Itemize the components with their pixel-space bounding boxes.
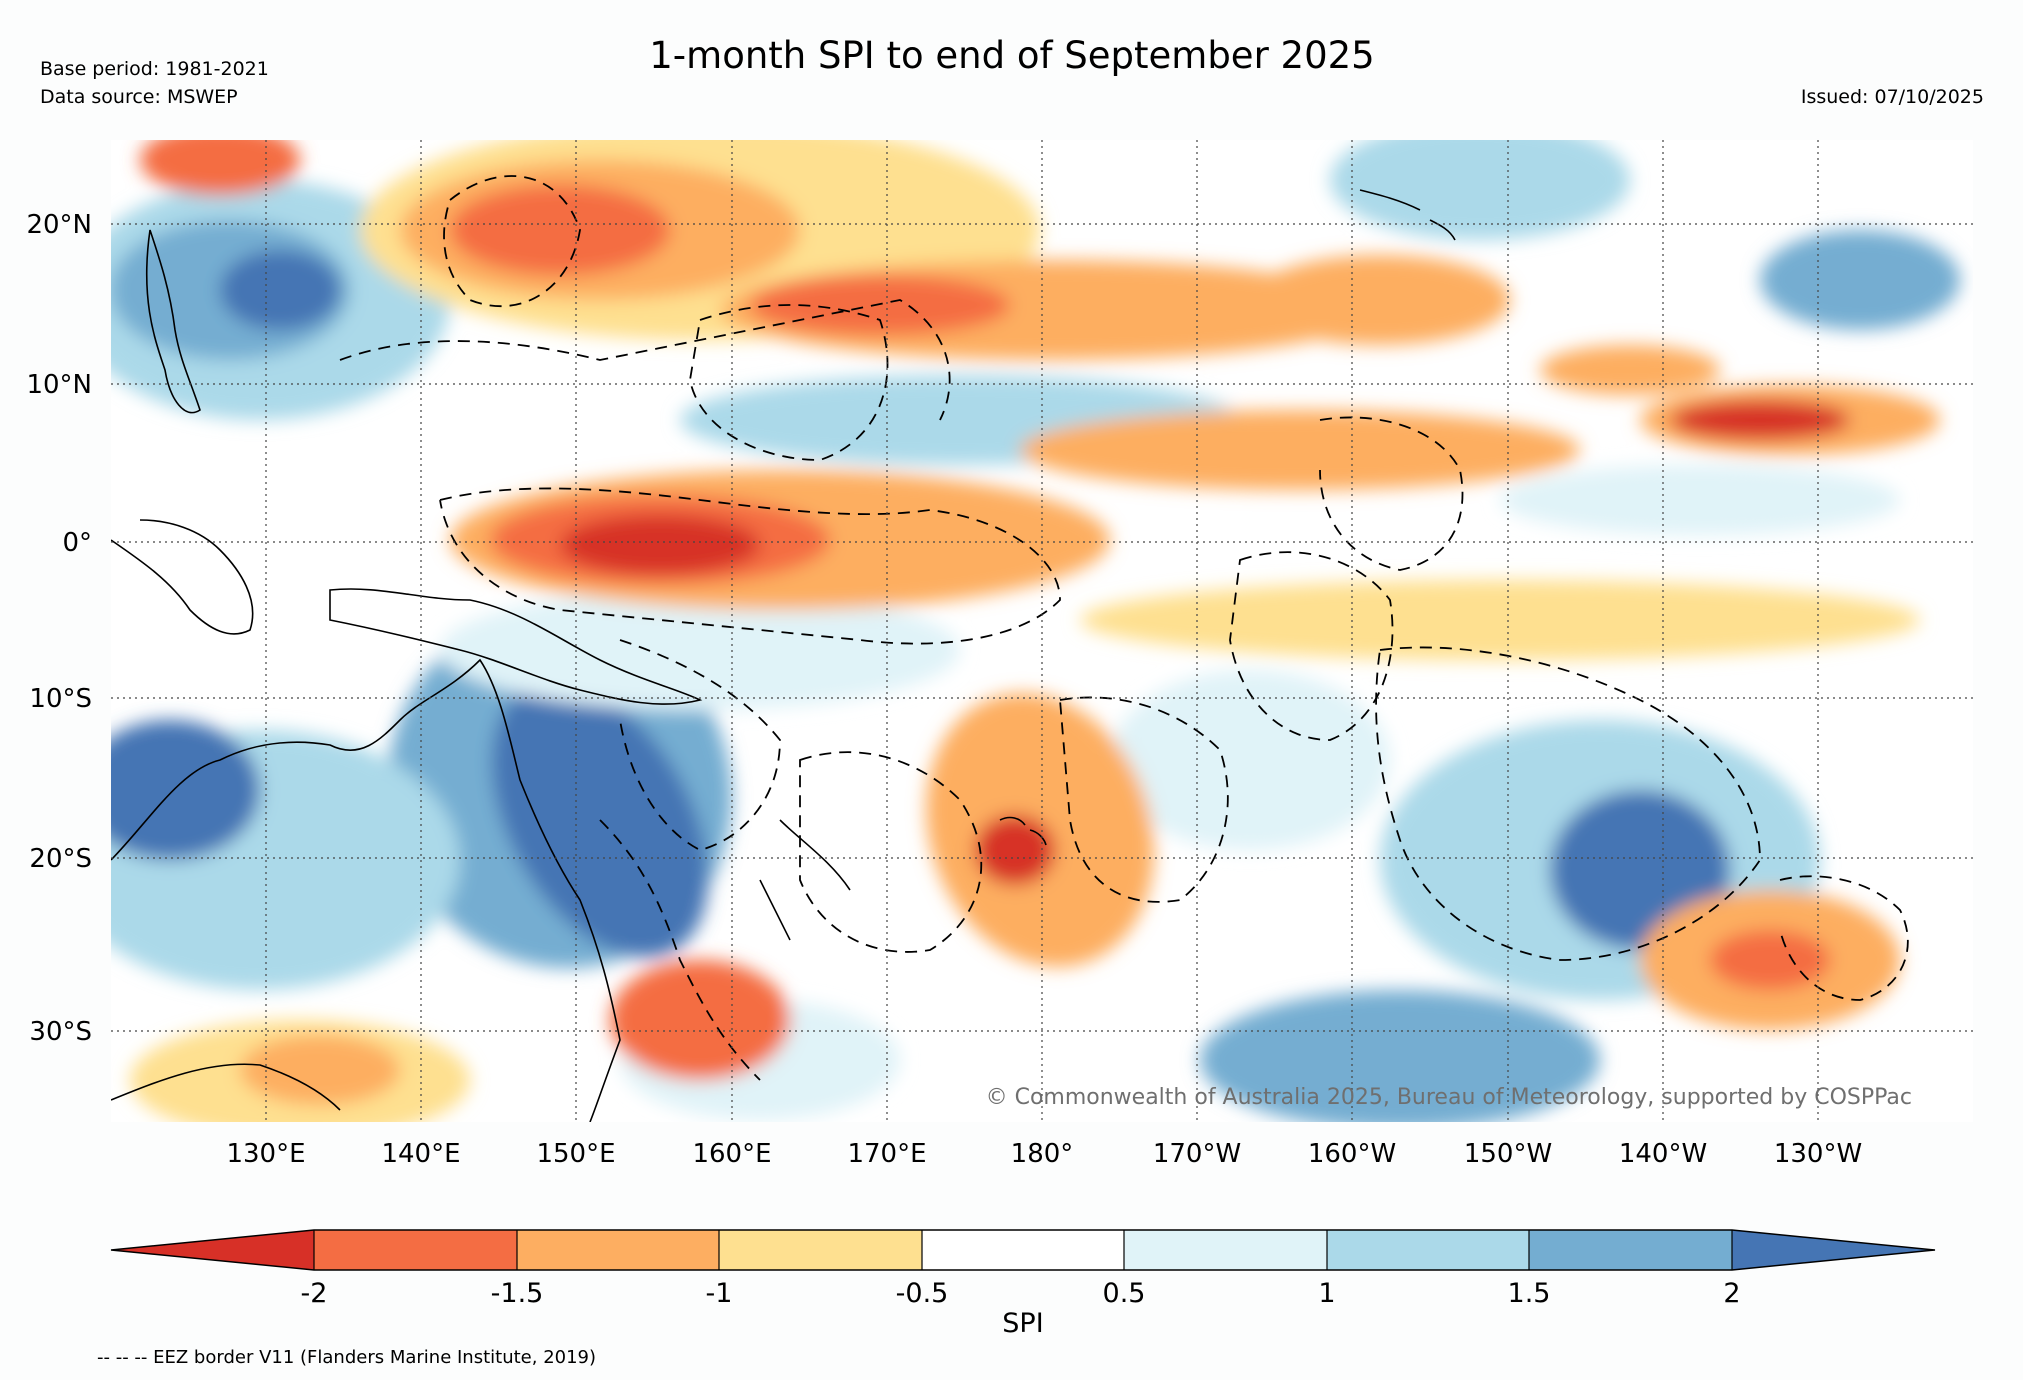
latitude-labels: 20°N 10°N 0° 10°S 20°S 30°S: [26, 210, 92, 1047]
colorbar-segment-m05-05: [922, 1230, 1124, 1270]
dry-area-east-band-strong: [1670, 400, 1850, 440]
colorbar-segment-m15-m1: [517, 1230, 719, 1270]
coast-borneo-sulawesi: [111, 519, 254, 635]
eez-tonga-samoa: [1059, 696, 1229, 903]
colorbar-tick: 2: [1723, 1278, 1740, 1309]
eez-marshall: [689, 304, 889, 461]
dry-area-fiji-core: [975, 815, 1055, 885]
dry-area-southwest-core: [240, 1035, 400, 1105]
eez-legend-note: -- -- -- EEZ border V11 (Flanders Marine…: [97, 1347, 596, 1368]
colorbar-tick: 1.5: [1508, 1278, 1551, 1309]
map-title: 1-month SPI to end of September 2025: [649, 34, 1374, 77]
coast-new-guinea: [329, 588, 703, 705]
colorbar-segment-05-1: [1124, 1230, 1327, 1270]
dry-area-top-left: [140, 140, 300, 195]
eez-vanuatu-fiji: [799, 751, 983, 953]
colorbar-segment-m1-m05: [719, 1230, 922, 1270]
lon-label-140e: 140°E: [381, 1139, 460, 1169]
wet-area-hawaii: [1330, 140, 1630, 240]
coast-australia: [111, 658, 621, 1122]
wet-area-south-far: [1200, 990, 1600, 1122]
colorbar-tick: -1: [706, 1278, 733, 1309]
data-source: Data source: MSWEP: [40, 86, 238, 108]
lat-label-30s: 30°S: [29, 1017, 92, 1047]
colorbar-dividers: [313, 1230, 1733, 1270]
dry-area-equator-strong: [560, 515, 760, 575]
copyright-notice: © Commonwealth of Australia 2025, Bureau…: [986, 1085, 1912, 1110]
colorbar: -2 -1.5 -1 -0.5 0.5 1 1.5 2 SPI: [110, 1229, 1936, 1339]
wet-area-fringe-1: [1110, 670, 1390, 850]
lat-label-20n: 20°N: [26, 210, 92, 240]
colorbar-tick: -2: [301, 1278, 328, 1309]
lat-label-0: 0°: [62, 528, 92, 558]
coast-philippines: [145, 229, 201, 414]
wet-area-philippines-strong: [220, 250, 340, 330]
eez-png-solomons: [619, 639, 781, 851]
coast-tasmania-south: [111, 1063, 341, 1111]
eez-pitcairn: [1779, 875, 1909, 1001]
coast-new-zealand: [759, 819, 851, 941]
coast-hawaii: [1359, 189, 1456, 241]
longitude-labels: 130°E 140°E 150°E 160°E 170°E 180° 170°W…: [226, 1139, 1862, 1169]
dry-area-southeast-core: [1710, 930, 1830, 990]
coastlines: [111, 189, 1456, 1122]
colorbar-tick: 0.5: [1103, 1278, 1146, 1309]
dry-area-itcz-north-core: [750, 275, 1010, 335]
colorbar-label: SPI: [1002, 1308, 1043, 1339]
dry-area-itcz-north-east: [1250, 255, 1510, 345]
colorbar-tick: -1.5: [491, 1278, 544, 1309]
coast-islands-fiji: [999, 816, 1047, 846]
spi-field: [111, 140, 1960, 1122]
lat-label-20s: 20°S: [29, 844, 92, 874]
lon-label-150e: 150°E: [536, 1139, 615, 1169]
colorbar-extend-high: [1732, 1230, 1935, 1270]
lon-label-130e: 130°E: [226, 1139, 305, 1169]
lon-label-150w: 150°W: [1464, 1139, 1552, 1169]
dry-area-east-upper: [1540, 345, 1720, 395]
lat-label-10n: 10°N: [26, 370, 92, 400]
lon-label-140w: 140°W: [1619, 1139, 1707, 1169]
lon-label-180: 180°: [1011, 1139, 1074, 1169]
eez-line-islands: [1319, 416, 1464, 571]
eez-micronesia: [339, 299, 951, 421]
eez-french-polynesia: [1375, 646, 1761, 961]
dry-area-north-band-strong: [450, 185, 670, 275]
lon-label-160e: 160°E: [692, 1139, 771, 1169]
graticule: [111, 140, 1973, 1122]
eez-cook-islands: [1229, 551, 1394, 741]
lon-label-160w: 160°W: [1308, 1139, 1396, 1169]
wet-area-fringe-2: [1500, 465, 1900, 535]
dry-area-south-equatorial: [1080, 580, 1920, 660]
colorbar-extend-low: [111, 1230, 314, 1270]
lon-label-130w: 130°W: [1774, 1139, 1862, 1169]
dry-area-tasman: [610, 960, 790, 1080]
colorbar-tick: 1: [1318, 1278, 1335, 1309]
issued-date: Issued: 07/10/2025: [1801, 86, 1984, 108]
wet-area-australia-west: [111, 720, 260, 860]
eez-australia-east: [599, 819, 761, 1081]
eez-kiribati: [439, 487, 1061, 645]
eez-borders: [339, 175, 1909, 1081]
wet-area-melanesia: [440, 590, 960, 710]
colorbar-segment-m2-m15: [314, 1230, 517, 1270]
wet-area-east-pacific-north: [1760, 230, 1960, 330]
base-period: Base period: 1981-2021: [40, 58, 269, 80]
lon-label-170e: 170°E: [847, 1139, 926, 1169]
colorbar-tick-labels: -2 -1.5 -1 -0.5 0.5 1 1.5 2: [301, 1278, 1741, 1309]
lat-label-10s: 10°S: [29, 684, 92, 714]
map-panel: © Commonwealth of Australia 2025, Bureau…: [111, 140, 1973, 1122]
dry-area-central-band: [1020, 410, 1580, 490]
colorbar-segment-1-15: [1327, 1230, 1529, 1270]
lon-label-170w: 170°W: [1153, 1139, 1241, 1169]
eez-guam: [443, 175, 581, 308]
colorbar-tick: -0.5: [896, 1278, 949, 1309]
colorbar-segment-15-2: [1529, 1230, 1732, 1270]
